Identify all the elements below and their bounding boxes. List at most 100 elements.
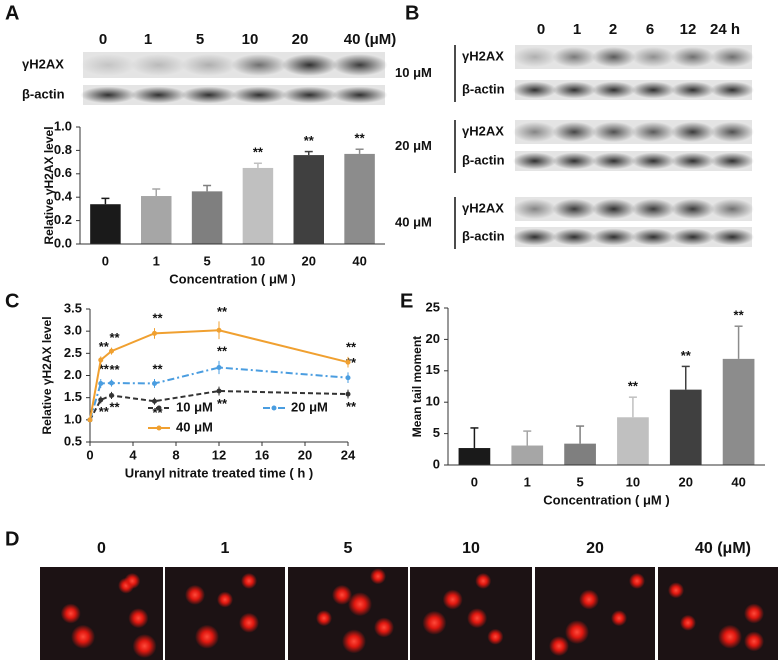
comet	[348, 592, 372, 617]
blot-band	[671, 228, 715, 246]
comet	[475, 572, 492, 589]
blot-band	[631, 46, 675, 68]
marker	[216, 327, 222, 333]
blot-band	[513, 228, 557, 246]
significance: **	[152, 361, 163, 376]
comet	[487, 628, 504, 645]
comet	[332, 584, 352, 605]
x-tick-label: 20	[679, 474, 693, 489]
marker	[345, 375, 351, 381]
significance: **	[681, 348, 692, 363]
x-tick-label: 16	[255, 447, 269, 462]
y-axis-label: Mean tail moment	[410, 336, 424, 437]
blot-band	[710, 198, 754, 220]
blot-band	[231, 86, 287, 104]
x-tick-label: 0	[86, 447, 93, 462]
line	[89, 390, 349, 421]
legend-marker	[271, 405, 277, 411]
blot-band	[552, 198, 596, 220]
comet	[195, 624, 219, 649]
bar	[511, 445, 544, 465]
x-axis-label: Concentration ( μM )	[543, 492, 669, 507]
comet-image	[165, 567, 285, 660]
blot-band	[552, 46, 596, 68]
significance: **	[152, 405, 163, 420]
comet	[744, 603, 764, 624]
blot-band	[631, 198, 675, 220]
blot-band	[592, 198, 636, 220]
y-tick-label: 0.2	[54, 212, 72, 227]
blot-band	[710, 152, 754, 170]
marker	[152, 398, 157, 404]
lane-label: 24 h	[710, 21, 740, 38]
legend-marker	[156, 425, 162, 431]
blot-band	[631, 121, 675, 143]
marker	[109, 348, 114, 354]
lane-label: 2	[609, 21, 617, 38]
x-tick-label: 20	[302, 253, 316, 268]
blot-band	[552, 228, 596, 246]
comet	[60, 603, 81, 624]
x-tick-label: 1	[524, 474, 531, 489]
lane-label: 20	[292, 31, 309, 48]
blot-band	[513, 121, 557, 143]
marker	[345, 391, 351, 397]
comet	[668, 582, 684, 599]
lane-label: 40 (μM)	[344, 31, 397, 48]
blot-band	[592, 81, 636, 99]
row-label: β-actin	[462, 228, 505, 243]
y-tick-label: 25	[426, 299, 440, 314]
blot-band	[332, 54, 388, 76]
significance: **	[109, 330, 120, 345]
panel-label: B	[405, 2, 419, 24]
significance: **	[734, 308, 745, 323]
comet	[467, 608, 488, 629]
y-tick-label: 10	[426, 394, 440, 409]
comet	[374, 617, 394, 638]
x-tick-label: 10	[626, 474, 640, 489]
marker	[109, 380, 114, 386]
x-tick-label: 1	[153, 253, 160, 268]
comet	[217, 591, 233, 608]
comet	[124, 572, 141, 589]
comet	[185, 584, 205, 605]
x-tick-label: 5	[576, 474, 583, 489]
blot-band	[281, 54, 338, 76]
lane-label: 5	[344, 540, 353, 557]
x-tick-label: 0	[471, 474, 478, 489]
blot-band	[592, 228, 636, 246]
blot-band	[181, 86, 237, 104]
comet	[316, 610, 332, 627]
blot-band	[631, 228, 675, 246]
blot-band	[631, 152, 675, 170]
blot-band	[710, 228, 754, 246]
x-tick-label: 4	[129, 447, 137, 462]
row-label: γH2AX	[462, 48, 504, 63]
blot-band	[671, 81, 715, 99]
significance: **	[253, 145, 264, 160]
blot-band	[80, 86, 136, 104]
comet	[422, 610, 447, 635]
marker	[216, 388, 222, 394]
blot-band	[552, 81, 596, 99]
comet	[370, 568, 386, 585]
row-label: γH2AX	[22, 56, 64, 71]
y-tick-label: 15	[426, 362, 440, 377]
comet	[579, 589, 599, 610]
lane-label: 10	[462, 540, 480, 557]
panel-label: C	[5, 290, 19, 312]
line	[89, 366, 349, 421]
comet	[718, 624, 742, 649]
significance: **	[304, 133, 315, 148]
comet	[629, 572, 645, 589]
y-tick-label: 1.0	[64, 411, 82, 426]
significance: **	[99, 361, 110, 376]
significance: **	[628, 379, 639, 394]
significance: **	[346, 339, 357, 354]
comet	[132, 634, 157, 659]
lane-label: 0	[537, 21, 545, 38]
blot-band	[130, 86, 187, 104]
significance: **	[99, 404, 110, 419]
lane-label: 1	[573, 21, 581, 38]
blot-band	[671, 121, 715, 143]
